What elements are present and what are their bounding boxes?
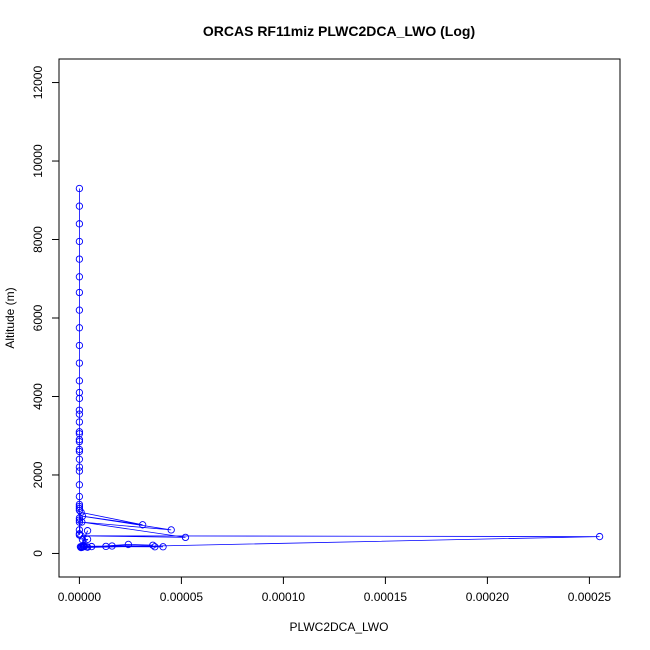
y-tick-label: 2000 <box>31 461 45 488</box>
x-tick-label: 0.00015 <box>364 590 408 604</box>
data-point <box>75 481 84 489</box>
data-point <box>75 220 84 228</box>
series-points <box>75 184 604 552</box>
data-point <box>595 532 604 541</box>
data-point <box>75 518 84 526</box>
data-point <box>76 543 85 551</box>
data-point <box>75 394 84 403</box>
data-point <box>75 418 84 426</box>
data-point <box>159 543 167 551</box>
data-point <box>75 184 84 193</box>
data-point <box>79 541 88 550</box>
plot-frame <box>58 58 621 578</box>
series-path <box>79 188 600 549</box>
series-line <box>79 188 600 549</box>
data-point <box>75 377 84 385</box>
x-tick-label: 0.00005 <box>160 590 204 604</box>
data-point <box>149 541 157 549</box>
data-point <box>75 306 84 314</box>
y-tick-label: 12000 <box>31 66 45 100</box>
data-point <box>78 512 87 520</box>
data-point <box>138 521 147 529</box>
data-point <box>75 436 84 444</box>
chart-title: ORCAS RF11miz PLWC2DCA_LWO (Log) <box>203 23 475 39</box>
data-point <box>75 463 84 471</box>
data-point <box>75 492 84 501</box>
x-axis: 0.00000 0.00005 0.00010 0.00015 0.00020 0.000… <box>58 576 612 604</box>
data-point <box>77 532 85 540</box>
data-point <box>102 542 110 551</box>
data-point <box>75 288 84 297</box>
x-tick-label: 0.00025 <box>568 590 612 604</box>
y-tick-label: 0 <box>31 550 45 557</box>
y-tick-label: 4000 <box>31 383 45 410</box>
data-point <box>75 428 84 436</box>
data-point <box>75 437 84 446</box>
data-point <box>75 255 84 263</box>
data-point <box>75 202 84 210</box>
x-tick-label: 0.00010 <box>262 590 306 604</box>
data-point <box>75 447 84 456</box>
y-axis: 0 2000 4000 6000 8000 10000 12000 <box>31 66 60 557</box>
x-tick-label: 0.00000 <box>58 590 102 604</box>
data-point <box>75 341 84 350</box>
data-point <box>83 527 92 535</box>
data-point <box>75 430 84 438</box>
data-point <box>124 540 133 549</box>
data-point <box>75 500 84 509</box>
data-point <box>75 504 84 512</box>
data-point <box>77 508 85 516</box>
data-point <box>83 535 92 543</box>
x-tick-label: 0.00020 <box>466 590 510 604</box>
y-axis-label: Altitude (m) <box>3 287 17 348</box>
data-point <box>75 455 84 463</box>
data-point <box>75 445 84 454</box>
data-point <box>167 526 175 534</box>
data-point <box>87 542 96 551</box>
y-tick-label: 8000 <box>31 226 45 253</box>
x-axis-label: PLWC2DCA_LWO <box>290 620 389 634</box>
data-point <box>75 359 84 367</box>
data-point <box>78 518 86 526</box>
data-point <box>181 533 190 542</box>
y-tick-label: 6000 <box>31 304 45 331</box>
data-point <box>75 506 84 514</box>
data-point <box>75 406 84 414</box>
data-point <box>75 410 84 418</box>
data-point <box>75 324 84 332</box>
y-tick-label: 10000 <box>31 144 45 178</box>
data-point <box>75 467 84 475</box>
data-point <box>151 543 159 551</box>
data-point <box>75 273 84 281</box>
data-point <box>75 388 84 397</box>
data-point <box>75 237 84 246</box>
